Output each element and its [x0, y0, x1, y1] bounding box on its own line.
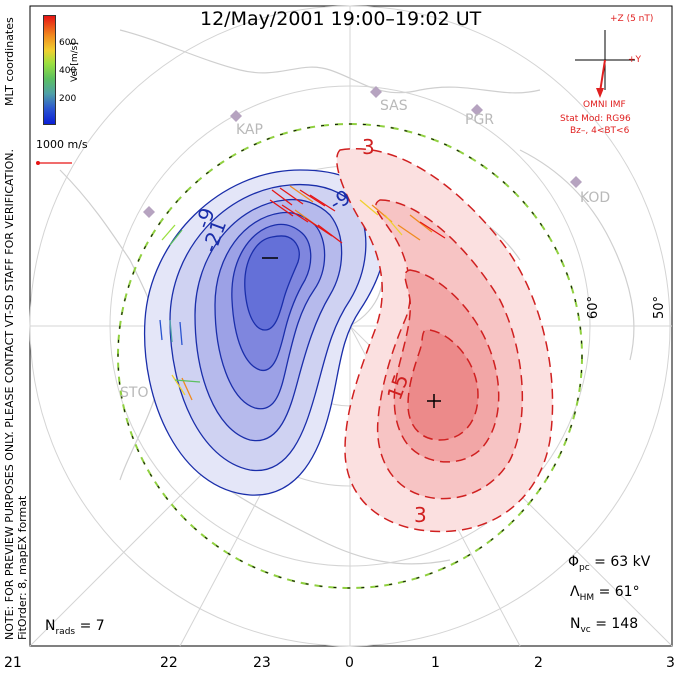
- imf-scale-label: +Z (5 nT): [610, 14, 654, 24]
- nvc-subscript: vc: [580, 624, 591, 635]
- phi-value: = 63 kV: [594, 554, 651, 570]
- positive-convection-cell: [336, 148, 554, 533]
- negative-convection-cell: [143, 169, 387, 496]
- station-sas: SAS: [380, 98, 408, 114]
- contour-label-pos-3b: 3: [414, 503, 427, 527]
- latitude-label-60: 60°: [586, 295, 602, 320]
- pos-fill-4: [407, 329, 479, 441]
- mlt-label-2: 2: [534, 655, 543, 671]
- mlt-label-0: 0: [345, 655, 354, 671]
- coordinates-label: MLT coordinates: [3, 17, 16, 106]
- cross-polar-potential: Φpc = 63 kV: [568, 554, 650, 573]
- neg-fill-6: [244, 235, 300, 331]
- fit-order-info: FitOrder: 8, mapEX format: [16, 495, 29, 640]
- mlt-label-21: 21: [4, 655, 22, 671]
- imf-y-label: +Y: [628, 55, 642, 65]
- colorbar-tick-400: 400: [59, 66, 77, 76]
- phi-symbol: Φ: [568, 554, 580, 570]
- mlt-label-22: 22: [160, 655, 178, 671]
- contour-label-pos-3a: 3: [362, 135, 375, 159]
- colorbar-label: Vel [m/s]: [70, 42, 80, 82]
- colorbar-tick-200: 200: [59, 94, 77, 104]
- hm-boundary-dark: [117, 123, 583, 589]
- potential-maximum-marker: [427, 394, 441, 408]
- scale-vector-origin: [36, 161, 40, 165]
- nvc-symbol: N: [570, 616, 581, 632]
- station-kap: KAP: [236, 122, 263, 138]
- nrads-value: = 7: [79, 618, 105, 634]
- imf-condition: Bz–, 4<BT<6: [570, 126, 630, 136]
- plot-title: 12/May/2001 19:00–19:02 UT: [200, 8, 482, 30]
- vector-count: Nvc = 148: [570, 616, 638, 635]
- lambda-value: = 61°: [598, 584, 640, 600]
- hm-latitude: ΛHM = 61°: [570, 584, 640, 603]
- scale-vector-label: 1000 m/s: [36, 138, 88, 151]
- nrads-symbol: N: [45, 618, 56, 634]
- lambda-subscript: HM: [579, 592, 595, 603]
- preview-note: NOTE: FOR PREVIEW PURPOSES ONLY. PLEASE …: [3, 148, 16, 640]
- imf-dial: [575, 30, 635, 98]
- station-pgr: PGR: [465, 112, 495, 128]
- mlt-label-1: 1: [431, 655, 440, 671]
- latitude-label-50: 50°: [652, 295, 668, 320]
- radar-count: Nrads = 7: [45, 618, 105, 637]
- lambda-symbol: Λ: [570, 584, 580, 600]
- nrads-subscript: rads: [55, 626, 76, 637]
- colorbar-tick-600: 600: [59, 38, 77, 48]
- velocity-colorbar: [43, 15, 56, 125]
- velocity-vectors: [159, 185, 446, 401]
- phi-subscript: pc: [579, 562, 590, 573]
- mlt-label-3: 3: [666, 655, 675, 671]
- mlt-label-23: 23: [253, 655, 271, 671]
- station-kod: KOD: [580, 190, 611, 206]
- station-sto: STO: [120, 385, 149, 401]
- imf-source: OMNI IMF: [583, 100, 626, 110]
- imf-model: Stat Mod: RG96: [560, 114, 631, 124]
- nvc-value: = 148: [595, 616, 639, 632]
